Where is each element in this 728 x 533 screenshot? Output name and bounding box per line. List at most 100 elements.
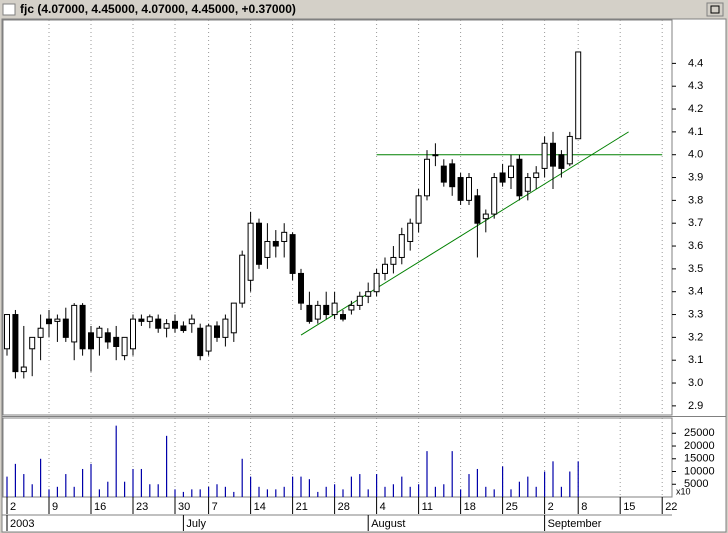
candle-body (12, 314, 19, 373)
x-tick-label: 22 (665, 501, 677, 513)
candle-body (46, 318, 52, 325)
title-bar (0, 0, 728, 18)
candle-body (331, 302, 338, 316)
candle-body (424, 158, 430, 197)
candle-body (575, 51, 582, 140)
y-tick-label: 3.1 (688, 354, 703, 366)
volume-y-tick-label: 20000 (684, 440, 715, 452)
x-tick-label: 14 (254, 501, 266, 513)
candle-body (365, 291, 372, 297)
volume-y-tick-label: 15000 (684, 453, 715, 465)
candle-body (541, 142, 548, 169)
window-icon (2, 3, 16, 16)
y-tick-label: 3.5 (688, 263, 703, 275)
y-tick-label: 3.3 (688, 308, 703, 320)
candle-body (356, 295, 363, 306)
volume-y-tick-label: 25000 (684, 427, 715, 439)
candle-body (314, 304, 321, 320)
candle-body (415, 195, 422, 224)
candle-body (54, 318, 61, 322)
volume-multiplier: x10 (676, 486, 691, 496)
candle-body (71, 304, 78, 343)
candle-body (508, 165, 514, 179)
candle-body (37, 327, 44, 338)
candle-body (440, 165, 447, 183)
y-tick-label: 4.2 (688, 103, 703, 115)
price-pane (2, 19, 673, 416)
candle-body (323, 304, 330, 316)
candle-body (62, 318, 69, 338)
candle-body (88, 332, 94, 350)
candle-body (457, 177, 464, 201)
maximize-icon (710, 5, 720, 14)
candle-body (113, 336, 120, 348)
candle-body (382, 263, 388, 274)
month-label: 2003 (10, 518, 34, 530)
y-tick-label: 3.9 (688, 171, 703, 183)
candle-body (96, 327, 103, 338)
candle-body (247, 222, 254, 281)
y-tick-label: 3.0 (688, 377, 703, 389)
candle-body (180, 325, 187, 332)
y-tick-label: 3.6 (688, 240, 703, 252)
x-tick-label: 30 (178, 501, 190, 513)
maximize-button[interactable] (706, 2, 724, 17)
candle-body (390, 256, 397, 265)
y-tick-label: 4.4 (688, 57, 703, 69)
candle-body (491, 177, 498, 215)
candle-body (29, 336, 36, 350)
candle-body (373, 272, 380, 293)
y-tick-label: 4.1 (688, 126, 703, 138)
candle-body (306, 304, 313, 322)
candle-body (524, 177, 531, 192)
trendline (300, 131, 629, 336)
candle-body (146, 316, 153, 322)
candle-body (289, 234, 296, 274)
y-tick-label: 2.9 (688, 400, 703, 412)
candle-body (121, 336, 128, 357)
candle-body (20, 366, 27, 373)
candle-body (348, 304, 355, 311)
candle-body (230, 302, 237, 334)
candle-body (163, 323, 170, 329)
candle-body (155, 318, 162, 329)
candle-body (466, 177, 472, 201)
x-tick-label: 28 (338, 501, 350, 513)
x-tick-label: 8 (581, 501, 587, 513)
candle-body (79, 304, 86, 350)
candle-body (138, 318, 145, 322)
candle-body (566, 135, 573, 165)
candle-body (4, 314, 10, 350)
month-label: August (371, 518, 405, 530)
candle-body (281, 231, 288, 242)
x-tick-label: 21 (296, 501, 308, 513)
candle-body (130, 318, 136, 350)
x-tick-label: 25 (506, 501, 518, 513)
volume-pane (2, 417, 673, 498)
x-tick-label: 16 (94, 501, 106, 513)
y-tick-label: 4.0 (688, 149, 703, 161)
candle-body (499, 172, 506, 183)
candle-body (264, 240, 271, 258)
volume-y-tick-label: 10000 (684, 465, 715, 477)
candle-body (407, 222, 414, 242)
y-tick-label: 3.4 (688, 286, 703, 298)
y-tick-label: 4.3 (688, 80, 703, 92)
candle-body (214, 325, 220, 338)
candle-body (272, 240, 279, 247)
x-tick-label: 4 (380, 501, 386, 513)
candle-body (104, 332, 111, 343)
volume-y-tick-label: 5000 (684, 478, 708, 490)
x-tick-label: 18 (464, 501, 476, 513)
candle-body (197, 327, 204, 357)
chart-title: fjc (4.07000, 4.45000, 4.07000, 4.45000,… (20, 2, 296, 16)
x-tick-label: 2 (10, 501, 16, 513)
y-tick-label: 3.7 (688, 217, 703, 229)
y-tick-label: 3.2 (688, 331, 703, 343)
candle-body (550, 142, 556, 167)
candle-body (239, 254, 246, 304)
candle-body (340, 314, 346, 320)
x-tick-label: 23 (136, 501, 148, 513)
candle-body (474, 195, 481, 224)
